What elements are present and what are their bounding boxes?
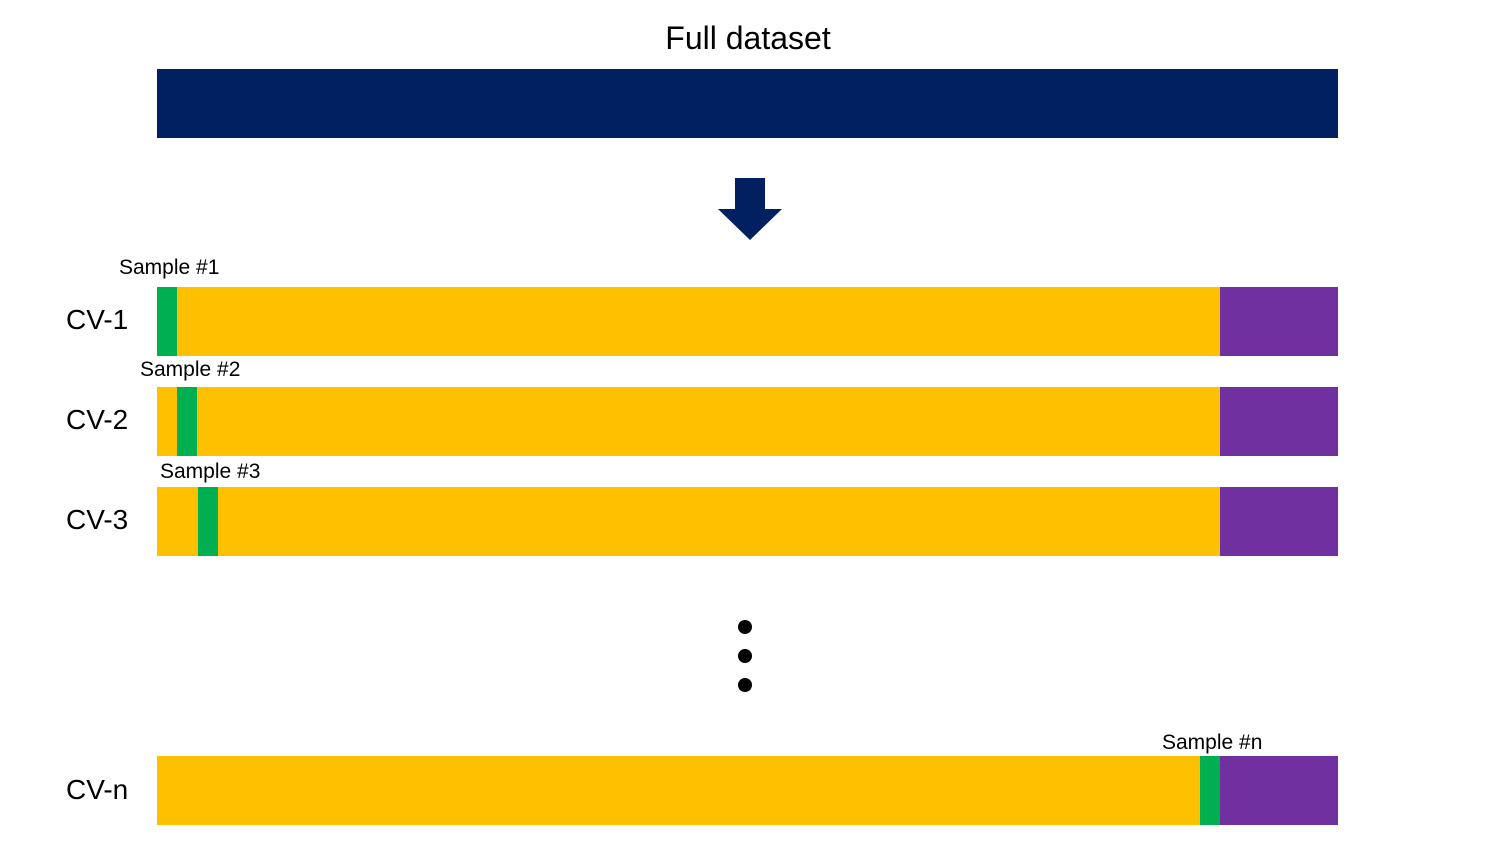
holdout-segment (1220, 387, 1338, 456)
diagram-title: Full dataset (665, 20, 831, 56)
vertical-ellipsis-icon (738, 620, 752, 694)
ellipsis-dot (738, 678, 752, 692)
training-segment (157, 287, 1220, 356)
cv-bar-3 (157, 487, 1338, 556)
cv-row-label-n: CV-n (66, 774, 129, 805)
down-arrow-icon (718, 178, 782, 240)
holdout-segment (1220, 287, 1338, 356)
ellipsis-dot (738, 620, 752, 634)
validation-sample-segment (177, 387, 197, 456)
holdout-segment (1220, 487, 1338, 556)
validation-sample-segment (1200, 756, 1220, 825)
cv-row-label-1: CV-1 (66, 304, 129, 335)
sample-label-1: Sample #1 (119, 256, 220, 279)
sample-label-n: Sample #n (1162, 731, 1263, 754)
cv-bar-2 (157, 387, 1338, 456)
cv-row-label-3: CV-3 (66, 504, 129, 535)
cv-row-label-2: CV-2 (66, 404, 129, 435)
validation-sample-segment (198, 487, 218, 556)
full-dataset-bar (157, 69, 1338, 138)
sample-label-3: Sample #3 (160, 460, 261, 483)
training-segment (157, 487, 1220, 556)
training-segment (157, 387, 1220, 456)
ellipsis-dot (738, 649, 752, 663)
training-segment (157, 756, 1220, 825)
down-arrow-shape (718, 178, 782, 240)
sample-label-2: Sample #2 (140, 358, 241, 381)
holdout-segment (1220, 756, 1338, 825)
cv-bar-1 (157, 287, 1338, 356)
cv-bar-n (157, 756, 1338, 825)
validation-sample-segment (157, 287, 177, 356)
